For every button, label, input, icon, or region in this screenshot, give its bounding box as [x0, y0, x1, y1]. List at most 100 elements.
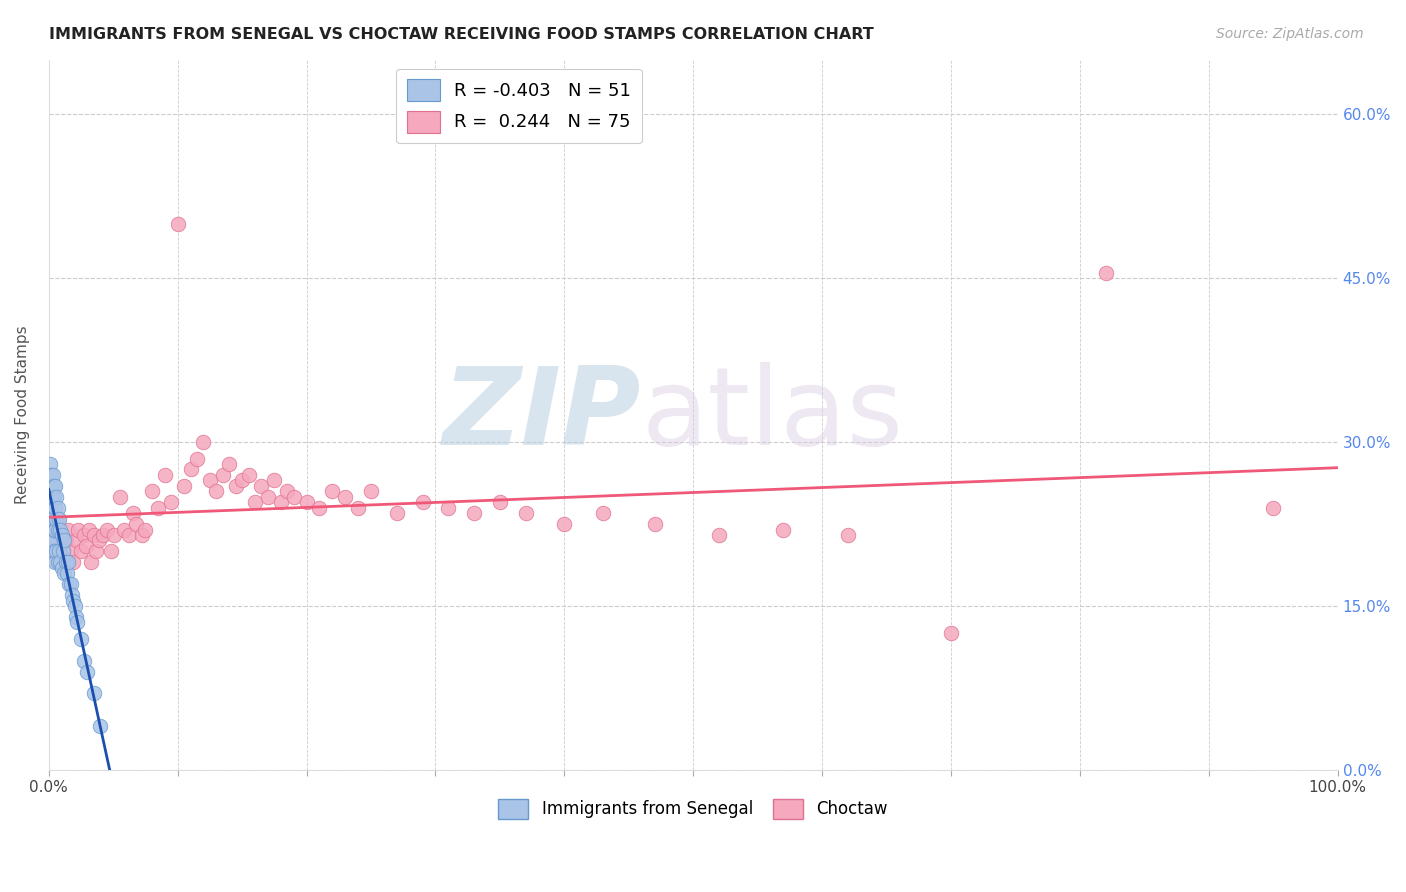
Point — [193, 435, 215, 450]
Point — [153, 467, 176, 482]
Point — [41, 533, 63, 548]
Point — [42, 523, 65, 537]
Point — [87, 533, 110, 548]
Point — [39, 544, 62, 558]
Point — [198, 474, 221, 488]
Point — [70, 544, 93, 558]
Point — [59, 544, 82, 558]
Point — [180, 462, 202, 476]
Point — [347, 500, 370, 515]
Point — [53, 566, 76, 581]
Point — [42, 490, 65, 504]
Point — [65, 533, 87, 548]
Point — [125, 517, 148, 532]
Point — [644, 517, 666, 532]
Point — [231, 474, 253, 488]
Point — [44, 479, 66, 493]
Point — [49, 523, 72, 537]
Point — [160, 495, 183, 509]
Point — [308, 500, 330, 515]
Point — [463, 506, 485, 520]
Point — [75, 539, 97, 553]
Point — [41, 533, 63, 548]
Point — [70, 632, 93, 646]
Point — [1094, 266, 1116, 280]
Point — [707, 528, 730, 542]
Point — [53, 533, 76, 548]
Point — [52, 544, 75, 558]
Legend: Immigrants from Senegal, Choctaw: Immigrants from Senegal, Choctaw — [492, 792, 894, 826]
Point — [83, 686, 105, 700]
Point — [412, 495, 434, 509]
Point — [72, 528, 94, 542]
Text: IMMIGRANTS FROM SENEGAL VS CHOCTAW RECEIVING FOOD STAMPS CORRELATION CHART: IMMIGRANTS FROM SENEGAL VS CHOCTAW RECEI… — [49, 27, 875, 42]
Point — [39, 490, 62, 504]
Point — [39, 457, 62, 471]
Point — [1263, 500, 1285, 515]
Point — [41, 467, 63, 482]
Point — [41, 511, 63, 525]
Point — [100, 544, 122, 558]
Point — [83, 528, 105, 542]
Point — [205, 484, 228, 499]
Point — [52, 544, 75, 558]
Point — [76, 665, 98, 679]
Point — [276, 484, 298, 499]
Point — [134, 523, 156, 537]
Point — [270, 495, 292, 509]
Point — [56, 523, 79, 537]
Text: ZIP: ZIP — [443, 362, 641, 467]
Point — [360, 484, 382, 499]
Point — [49, 555, 72, 569]
Point — [385, 506, 408, 520]
Point — [148, 500, 170, 515]
Point — [939, 626, 962, 640]
Point — [112, 523, 135, 537]
Y-axis label: Receiving Food Stamps: Receiving Food Stamps — [15, 326, 30, 504]
Point — [44, 533, 66, 548]
Point — [45, 490, 67, 504]
Point — [77, 523, 100, 537]
Text: Source: ZipAtlas.com: Source: ZipAtlas.com — [1216, 27, 1364, 41]
Point — [46, 555, 69, 569]
Point — [118, 528, 141, 542]
Point — [48, 511, 70, 525]
Point — [48, 544, 70, 558]
Point — [489, 495, 512, 509]
Point — [86, 544, 108, 558]
Point — [263, 474, 285, 488]
Point — [44, 523, 66, 537]
Point — [186, 451, 208, 466]
Point — [42, 479, 65, 493]
Point — [56, 555, 79, 569]
Point — [121, 506, 143, 520]
Point — [51, 561, 73, 575]
Point — [51, 528, 73, 542]
Text: atlas: atlas — [641, 362, 904, 467]
Point — [592, 506, 614, 520]
Point — [56, 566, 79, 581]
Point — [103, 528, 125, 542]
Point — [41, 467, 63, 482]
Point — [41, 511, 63, 525]
Point — [257, 490, 280, 504]
Point — [218, 457, 240, 471]
Point — [41, 490, 63, 504]
Point — [225, 479, 247, 493]
Point — [131, 528, 153, 542]
Point — [58, 577, 80, 591]
Point — [772, 523, 794, 537]
Point — [55, 555, 77, 569]
Point — [62, 593, 84, 607]
Point — [66, 615, 89, 630]
Point — [41, 479, 63, 493]
Point — [59, 577, 82, 591]
Point — [46, 523, 69, 537]
Point — [837, 528, 859, 542]
Point — [243, 495, 266, 509]
Point — [60, 588, 83, 602]
Point — [91, 528, 114, 542]
Point — [211, 467, 233, 482]
Point — [295, 495, 318, 509]
Point — [45, 511, 67, 525]
